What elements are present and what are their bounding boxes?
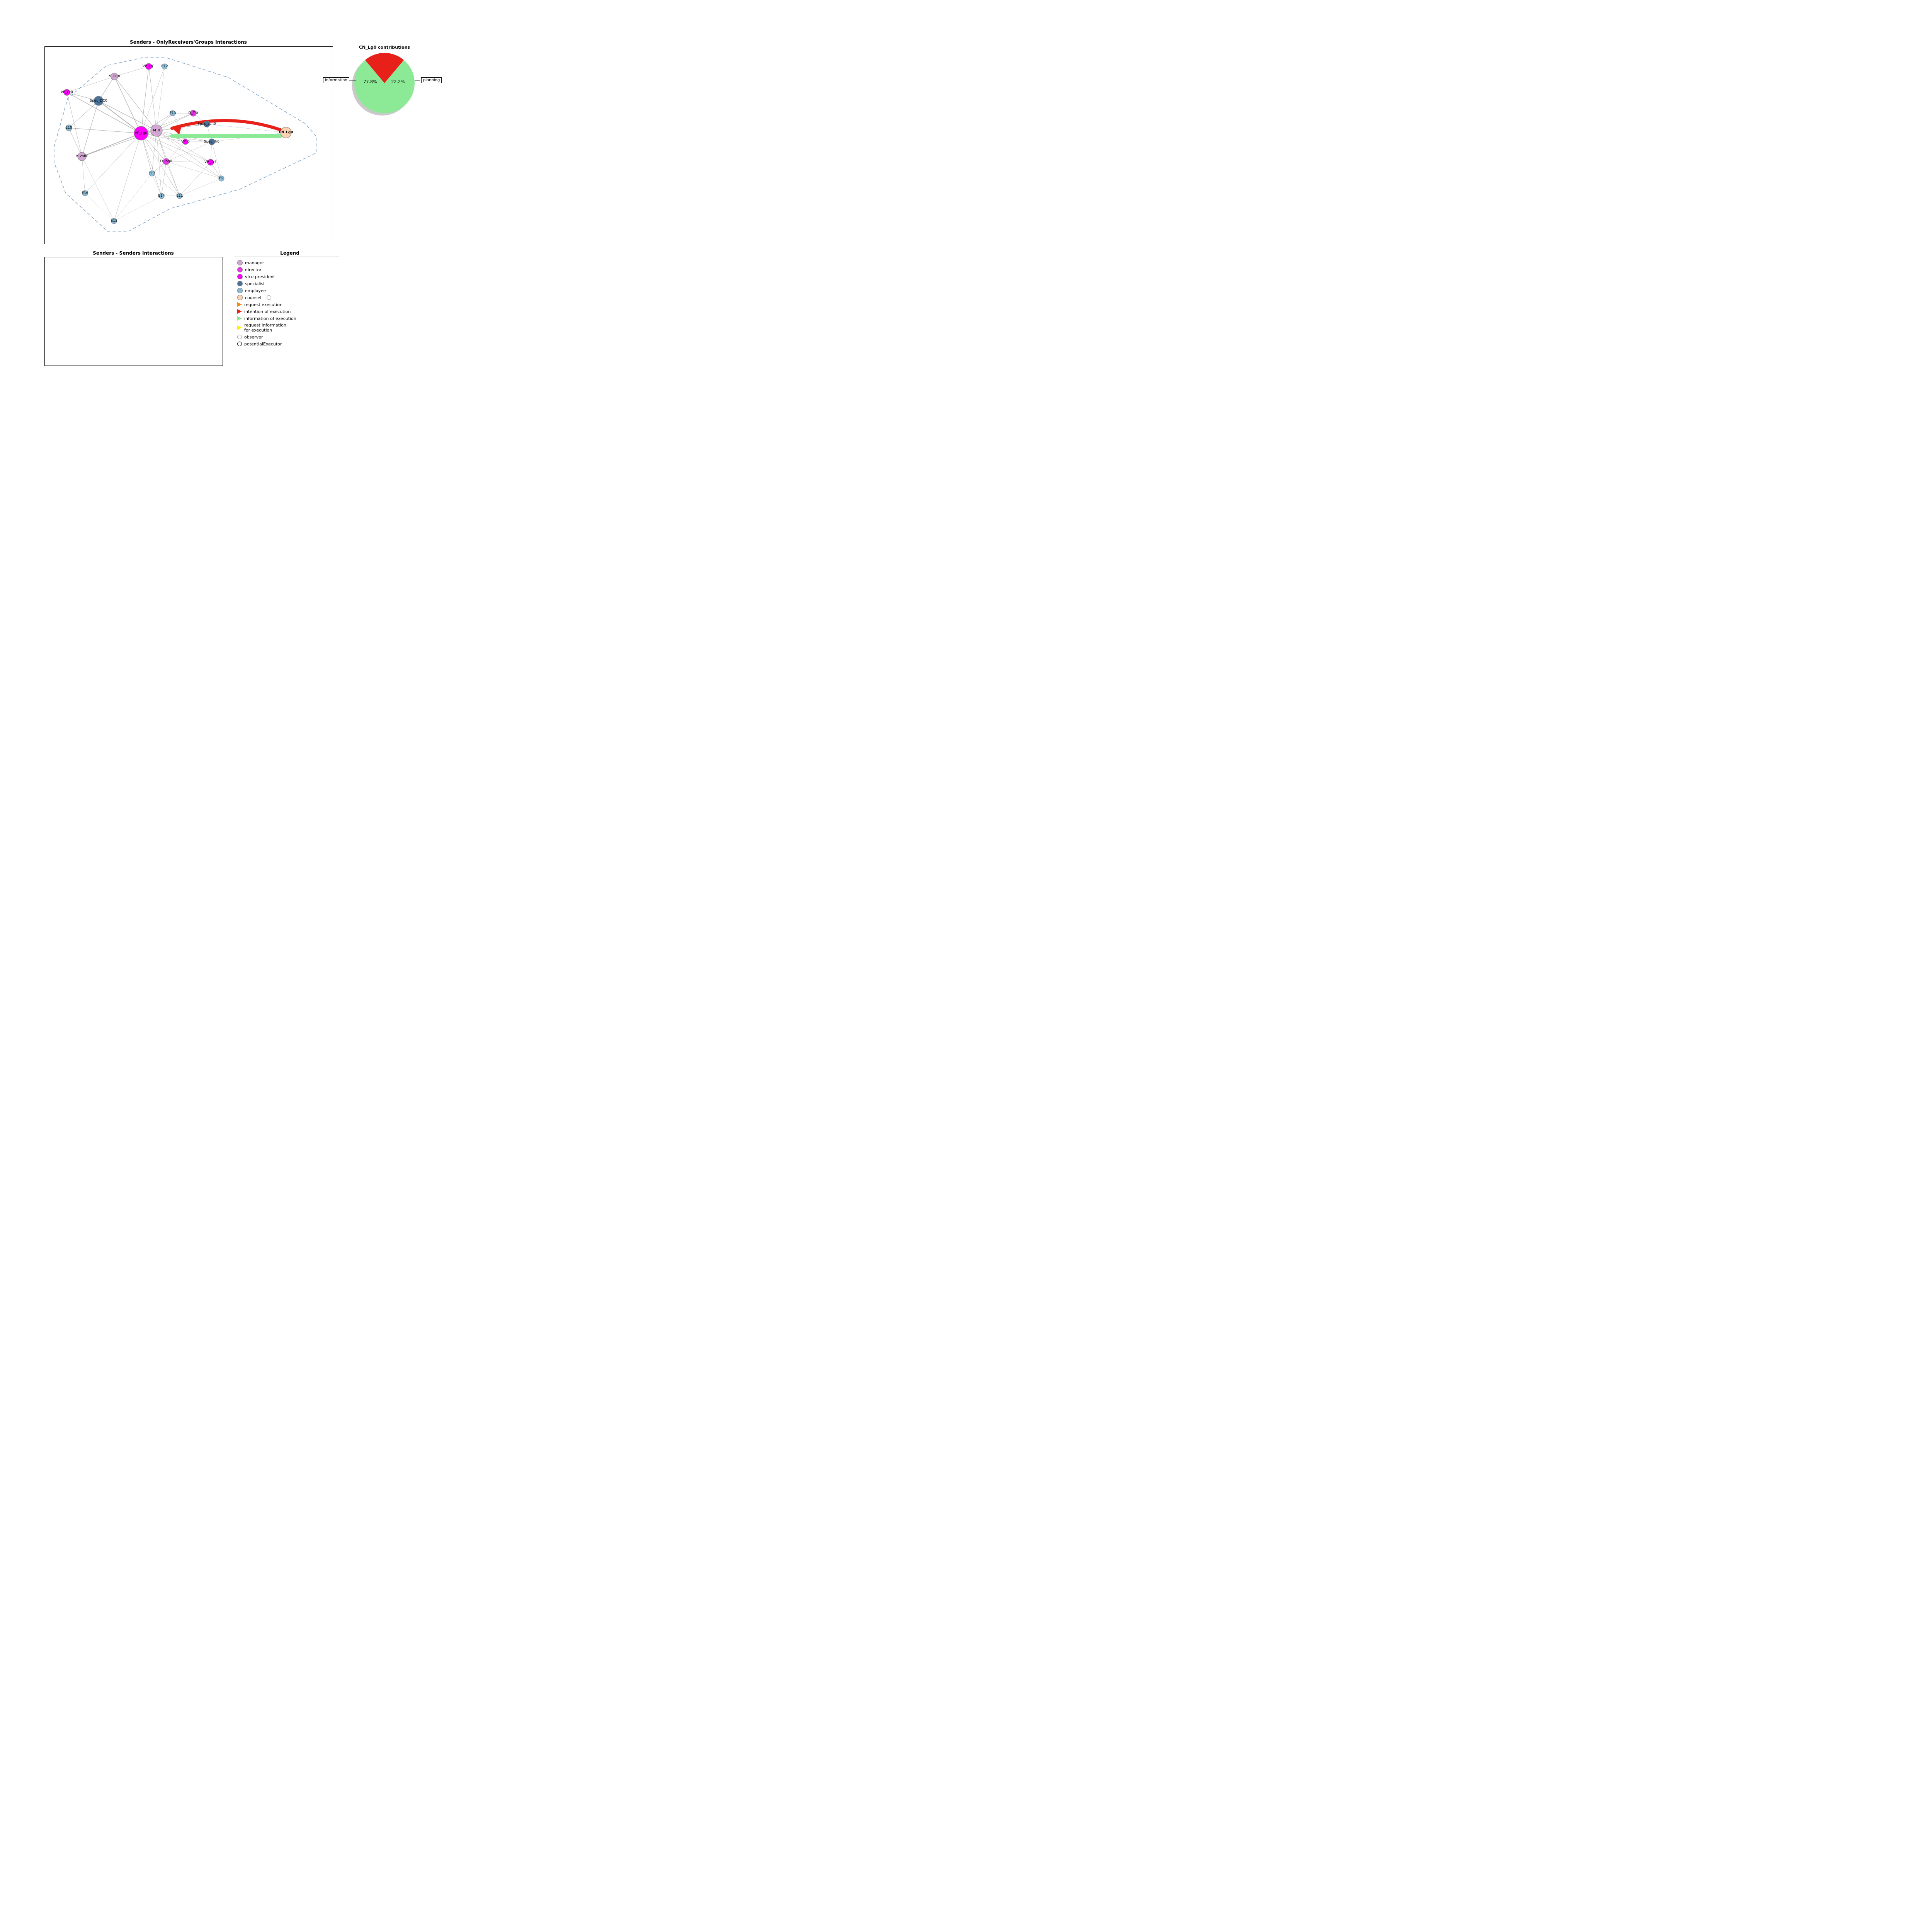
legend-swatch (237, 325, 242, 330)
legend-swatch (237, 281, 243, 286)
legend-label: employee (245, 288, 266, 293)
svg-text:E15: E15 (111, 219, 117, 223)
legend: manager director vice president specialist e… (234, 257, 339, 350)
legend-swatch (237, 260, 243, 265)
legend-row: employee (237, 287, 336, 294)
svg-text:D_log0: D_log0 (160, 160, 172, 163)
legend-label: request execution (244, 302, 282, 307)
legend-label: vice president (245, 274, 275, 279)
legend-label: intention of execution (244, 309, 291, 314)
legend-swatch (237, 309, 242, 314)
svg-text:E17: E17 (148, 172, 155, 175)
svg-text:VP_Lg1: VP_Lg1 (143, 65, 155, 68)
legend-swatch (237, 316, 242, 321)
svg-text:VP_0: VP_0 (181, 140, 190, 144)
svg-text:E9: E9 (219, 177, 224, 180)
legend-row: information of execution (237, 315, 336, 322)
svg-text:VP_Cr0: VP_Cr0 (61, 90, 73, 94)
svg-text:E11: E11 (176, 194, 183, 198)
svg-text:M_RC0: M_RC0 (109, 75, 120, 78)
legend-swatch (237, 335, 242, 339)
legend-swatch (237, 274, 243, 279)
svg-text:E10: E10 (65, 126, 72, 130)
svg-text:CN_Lg0: CN_Lg0 (279, 131, 293, 134)
legend-label: request information for execution (244, 323, 286, 333)
legend-row: director (237, 266, 336, 273)
svg-text:Spec_Tr0: Spec_Tr0 (204, 140, 219, 144)
legend-row: request execution (237, 301, 336, 308)
legend-row: manager (237, 259, 336, 266)
legend-label: director (245, 267, 262, 272)
svg-text:Spec_csh0: Spec_csh0 (197, 122, 216, 126)
svg-text:Spec_DC0: Spec_DC0 (90, 99, 107, 103)
svg-text:M_csh0: M_csh0 (75, 155, 88, 158)
legend-row: vice president (237, 273, 336, 280)
legend-row: potentialExecutor (237, 340, 336, 347)
legend-row: specialist (237, 280, 336, 287)
svg-text:M_0: M_0 (153, 129, 160, 133)
legend-label: manager (245, 260, 264, 265)
legend-label: potentialExecutor (244, 342, 282, 347)
legend-swatch (237, 302, 242, 307)
svg-text:E16: E16 (82, 191, 88, 195)
svg-text:D_Tr0: D_Tr0 (188, 111, 198, 115)
legend-label: counsel (245, 295, 261, 300)
svg-text:VP_Lg0: VP_Lg0 (135, 131, 148, 135)
pie-label-information: information (323, 77, 349, 83)
svg-text:E12: E12 (161, 65, 168, 68)
legend-swatch (237, 288, 243, 293)
legend-swatch (237, 267, 243, 272)
legend-label: observer (244, 335, 263, 340)
network-graph: VP_Lg1 E12 M_RC0 VP_Cr0 Spec_DC0 E13 D_Tr0 E10 S… (0, 0, 464, 386)
legend-trailing-ring (267, 295, 271, 300)
legend-row: counsel (237, 294, 336, 301)
legend-row: intention of execution (237, 308, 336, 315)
legend-label: information of execution (244, 316, 296, 321)
svg-text:77.8%: 77.8% (364, 79, 377, 84)
svg-text:22.2%: 22.2% (391, 79, 405, 84)
legend-label: specialist (245, 281, 265, 286)
legend-row: request information for execution (237, 322, 336, 333)
legend-swatch (237, 342, 242, 346)
svg-text:E13: E13 (169, 111, 176, 115)
svg-text:E14: E14 (158, 194, 165, 198)
pie-label-planning: planning (421, 77, 442, 83)
legend-swatch (237, 295, 243, 300)
legend-row: observer (237, 333, 336, 340)
svg-text:VP_Cr1: VP_Cr1 (204, 160, 217, 164)
